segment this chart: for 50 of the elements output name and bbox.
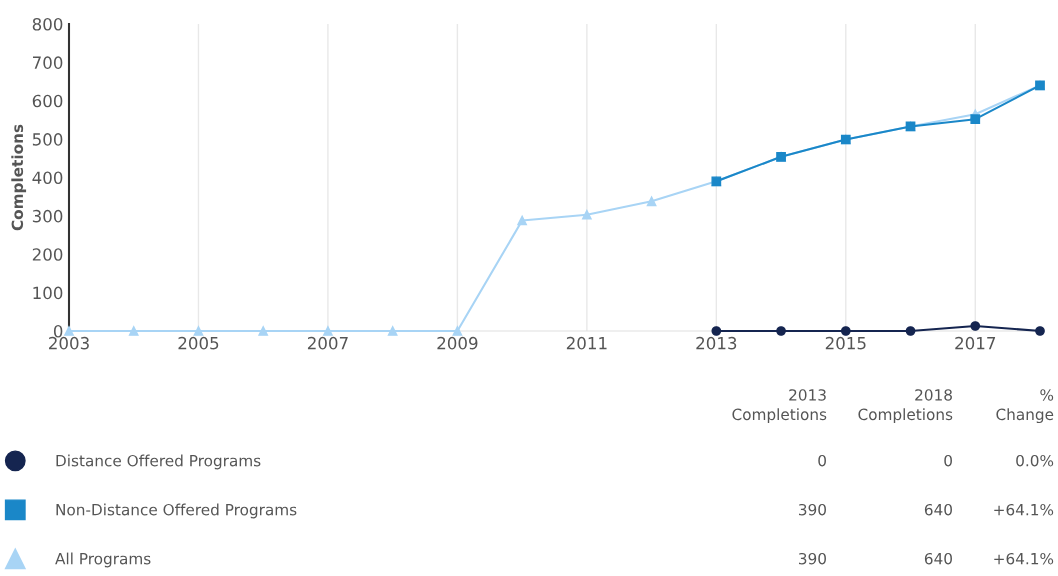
y-tick-label: 0 bbox=[53, 324, 63, 338]
x-tick-label: 2015 bbox=[825, 336, 866, 350]
legend-label: All Programs bbox=[55, 552, 151, 568]
text: +64.1% bbox=[994, 552, 1054, 565]
text: 0 bbox=[818, 454, 826, 467]
text: 2018 Completions bbox=[858, 389, 953, 424]
point bbox=[128, 326, 139, 336]
text: 0 bbox=[944, 454, 952, 467]
y-tick-label: 300 bbox=[32, 209, 63, 223]
point bbox=[1035, 326, 1045, 336]
point bbox=[646, 196, 657, 207]
x-tick-label: 2009 bbox=[437, 336, 478, 350]
text: 0.0% bbox=[1016, 454, 1054, 467]
y-tick-label: 500 bbox=[32, 133, 63, 146]
x-tick-label: 2013 bbox=[696, 336, 737, 350]
point bbox=[452, 326, 463, 336]
text: 640 bbox=[924, 503, 952, 516]
text: 390 bbox=[799, 552, 826, 565]
point bbox=[970, 114, 981, 125]
x-tick-label: 2011 bbox=[566, 336, 607, 350]
x-tick-label: 2017 bbox=[955, 336, 996, 350]
text: 640 bbox=[924, 552, 952, 565]
text: +64.1% bbox=[994, 503, 1054, 516]
text: % Change bbox=[996, 389, 1054, 424]
point bbox=[711, 326, 722, 336]
point bbox=[517, 215, 527, 226]
point bbox=[387, 326, 398, 336]
y-tick-label: 400 bbox=[32, 171, 63, 185]
point bbox=[905, 326, 916, 336]
y-tick-label: 800 bbox=[32, 17, 63, 31]
y-tick-label: 700 bbox=[33, 56, 63, 69]
legend-label: Distance Offered Programs bbox=[56, 454, 261, 470]
point bbox=[582, 209, 592, 220]
point bbox=[840, 326, 851, 336]
y-axis-title: Completions bbox=[11, 124, 27, 231]
x-tick-label: 2003 bbox=[49, 336, 89, 350]
y-tick-label: 200 bbox=[32, 248, 63, 261]
point bbox=[64, 326, 74, 336]
y-tick-label: 100 bbox=[33, 286, 63, 300]
text: 390 bbox=[799, 503, 826, 516]
y-tick-label: 600 bbox=[32, 94, 63, 108]
point bbox=[258, 326, 269, 336]
point bbox=[193, 326, 204, 336]
x-tick-label: 2005 bbox=[178, 336, 219, 350]
point bbox=[970, 321, 981, 331]
point bbox=[323, 326, 333, 336]
text: 2013 Completions bbox=[732, 389, 827, 424]
point bbox=[776, 326, 786, 336]
legend-label: Non-Distance Offered Programs bbox=[56, 503, 297, 519]
x-tick-label: 2007 bbox=[307, 336, 348, 350]
